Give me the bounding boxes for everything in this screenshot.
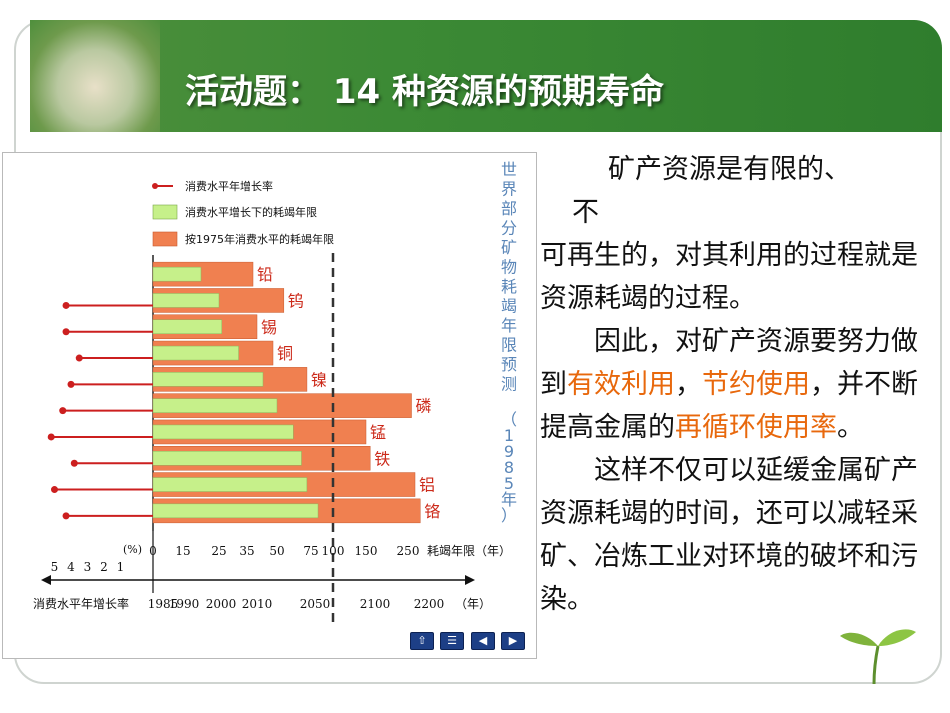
- p3-text: 这样不仅可以延缓金属矿产资源耗竭的时间，还可以减轻采矿、冶炼工业对环境的破坏和污…: [540, 455, 918, 615]
- x-tick-2: 25: [211, 544, 226, 558]
- next-button[interactable]: ▶: [501, 632, 525, 650]
- x-tick-1: 15: [175, 544, 190, 558]
- rate-tick-4: 1: [117, 560, 125, 574]
- home-button[interactable]: ⇧: [410, 632, 434, 650]
- green-bar-5: [152, 398, 278, 413]
- bar-label-9: 铬: [424, 502, 440, 521]
- bar-label-8: 铝: [419, 476, 435, 495]
- x-tick-4: 50: [269, 544, 284, 558]
- year-tick-1: 1990: [169, 597, 200, 611]
- paragraph-2: 因此，对矿产资源要努力做到有效利用，节约使用，并不断提高金属的再循环使用率。: [540, 320, 920, 449]
- bar-label-1: 钨: [288, 291, 304, 310]
- green-bar-1: [152, 293, 220, 308]
- title-banner: 活动题： 14 种资源的预期寿命: [30, 20, 942, 132]
- rate-tick-3: 2: [100, 560, 108, 574]
- vertical-caption-year: （1 9 8 5 年）: [501, 410, 517, 525]
- rate-dot-3: [75, 354, 83, 362]
- chart-legend: 消费水平年增长率 消费水平增长下的耗竭年限 按1975年消费水平的耗竭年限: [152, 179, 334, 247]
- hand-sprout-photo: [30, 20, 160, 132]
- x-tick-3: 35: [239, 544, 254, 558]
- bar-label-7: 铁: [374, 449, 390, 468]
- p1-line2: 不: [572, 197, 599, 228]
- p1-line3: 可再生的，对其利用的过程就是资源耗竭的过程。: [540, 240, 918, 314]
- year-tick-4: 2050: [300, 597, 331, 611]
- timeline-arrow-right: [465, 575, 475, 585]
- x-tick-8: 250: [397, 544, 420, 558]
- vertical-caption-text: 世界部分矿物耗竭年限预测: [501, 160, 517, 394]
- rate-dot-1: [62, 301, 70, 309]
- rate-dot-7: [70, 459, 78, 467]
- prev-button[interactable]: ◀: [471, 632, 495, 650]
- x-axis-label: 耗竭年限（年）: [427, 544, 511, 558]
- bar-label-0: 铅: [257, 265, 273, 284]
- green-bar-4: [152, 372, 264, 387]
- green-bar-2: [152, 319, 223, 334]
- rate-dot-2: [62, 328, 70, 336]
- year-tick-5: 2100: [360, 597, 391, 611]
- paragraph-1: 矿产资源是有限的、 不 可再生的，对其利用的过程就是资源耗竭的过程。: [540, 148, 920, 320]
- rate-dot-8: [51, 486, 58, 494]
- p2-end: 。: [837, 412, 864, 443]
- p2-highlight-efficient-use: 有效利用: [567, 369, 675, 400]
- green-bar-8: [152, 477, 308, 492]
- legend-green-swatch: [152, 204, 178, 220]
- rate-tick-0: 5: [51, 560, 59, 574]
- p2-part1: 因此，对矿产资源要努力做到: [540, 326, 918, 400]
- legend-orange-swatch: [152, 231, 178, 247]
- rate-dot-9: [62, 512, 70, 520]
- sprout-decoration: [840, 629, 916, 684]
- p2-part2: ，并不断提高金属的: [540, 369, 918, 443]
- year-tick-2: 2000: [206, 597, 237, 611]
- green-bar-7: [152, 451, 302, 466]
- year-axis-unit: （年）: [455, 597, 491, 611]
- vertical-caption: 世界部分矿物耗竭年限预测 （ 1 9 8 5 年）: [501, 160, 517, 525]
- green-bar-6: [152, 424, 294, 440]
- bar-label-4: 镍: [311, 370, 327, 389]
- bar-label-5: 磷: [416, 397, 432, 416]
- legend-dot-swatch: [152, 183, 158, 189]
- x-tick-7: 150: [355, 544, 378, 558]
- x-tick-5: 75: [303, 544, 318, 558]
- legend-label-growth-rate: 消费水平年增长率: [185, 179, 273, 193]
- depletion-chart: 消费水平年增长率 消费水平增长下的耗竭年限 按1975年消费水平的耗竭年限 铅钨…: [2, 152, 537, 659]
- green-bar-9: [152, 503, 319, 519]
- rate-tick-2: 3: [84, 560, 92, 574]
- p2-highlight-save-use: 节约使用: [702, 369, 810, 400]
- green-bar-3: [152, 345, 239, 361]
- legend-label-depletion-growth: 消费水平增长下的耗竭年限: [185, 205, 317, 219]
- bar-label-3: 铜: [277, 344, 293, 363]
- p1-line1: 矿产资源是有限的、: [608, 154, 851, 185]
- rate-axis-unit: (%): [123, 543, 142, 556]
- explanation-text: 矿产资源是有限的、 不 可再生的，对其利用的过程就是资源耗竭的过程。 因此，对矿…: [540, 148, 920, 621]
- year-axis-label: 消费水平年增长率: [33, 596, 129, 611]
- legend-label-depletion-1975: 按1975年消费水平的耗竭年限: [185, 232, 334, 246]
- paragraph-3: 这样不仅可以延缓金属矿产资源耗竭的时间，还可以减轻采矿、冶炼工业对环境的破坏和污…: [540, 449, 920, 621]
- rate-dot-4: [67, 380, 75, 388]
- rate-tick-1: 4: [67, 560, 75, 574]
- green-bar-0: [152, 266, 202, 282]
- p2-highlight-recycle-rate: 再循环使用率: [675, 412, 837, 443]
- year-tick-3: 2010: [242, 597, 273, 611]
- menu-button[interactable]: ☰: [440, 632, 464, 650]
- p2-sep: ，: [675, 369, 702, 400]
- timeline-arrow-left: [41, 575, 51, 585]
- bar-label-2: 锡: [261, 318, 277, 337]
- page-title: 活动题： 14 种资源的预期寿命: [185, 72, 664, 112]
- year-tick-0: 1985: [148, 597, 179, 611]
- rate-dot-5: [59, 407, 67, 415]
- rate-dot-6: [47, 433, 55, 441]
- chart-svg: 消费水平年增长率 消费水平增长下的耗竭年限 按1975年消费水平的耗竭年限 铅钨…: [33, 160, 517, 623]
- year-tick-6: 2200: [414, 597, 445, 611]
- x-tick-6: 100: [322, 544, 345, 558]
- bar-label-6: 锰: [370, 423, 386, 442]
